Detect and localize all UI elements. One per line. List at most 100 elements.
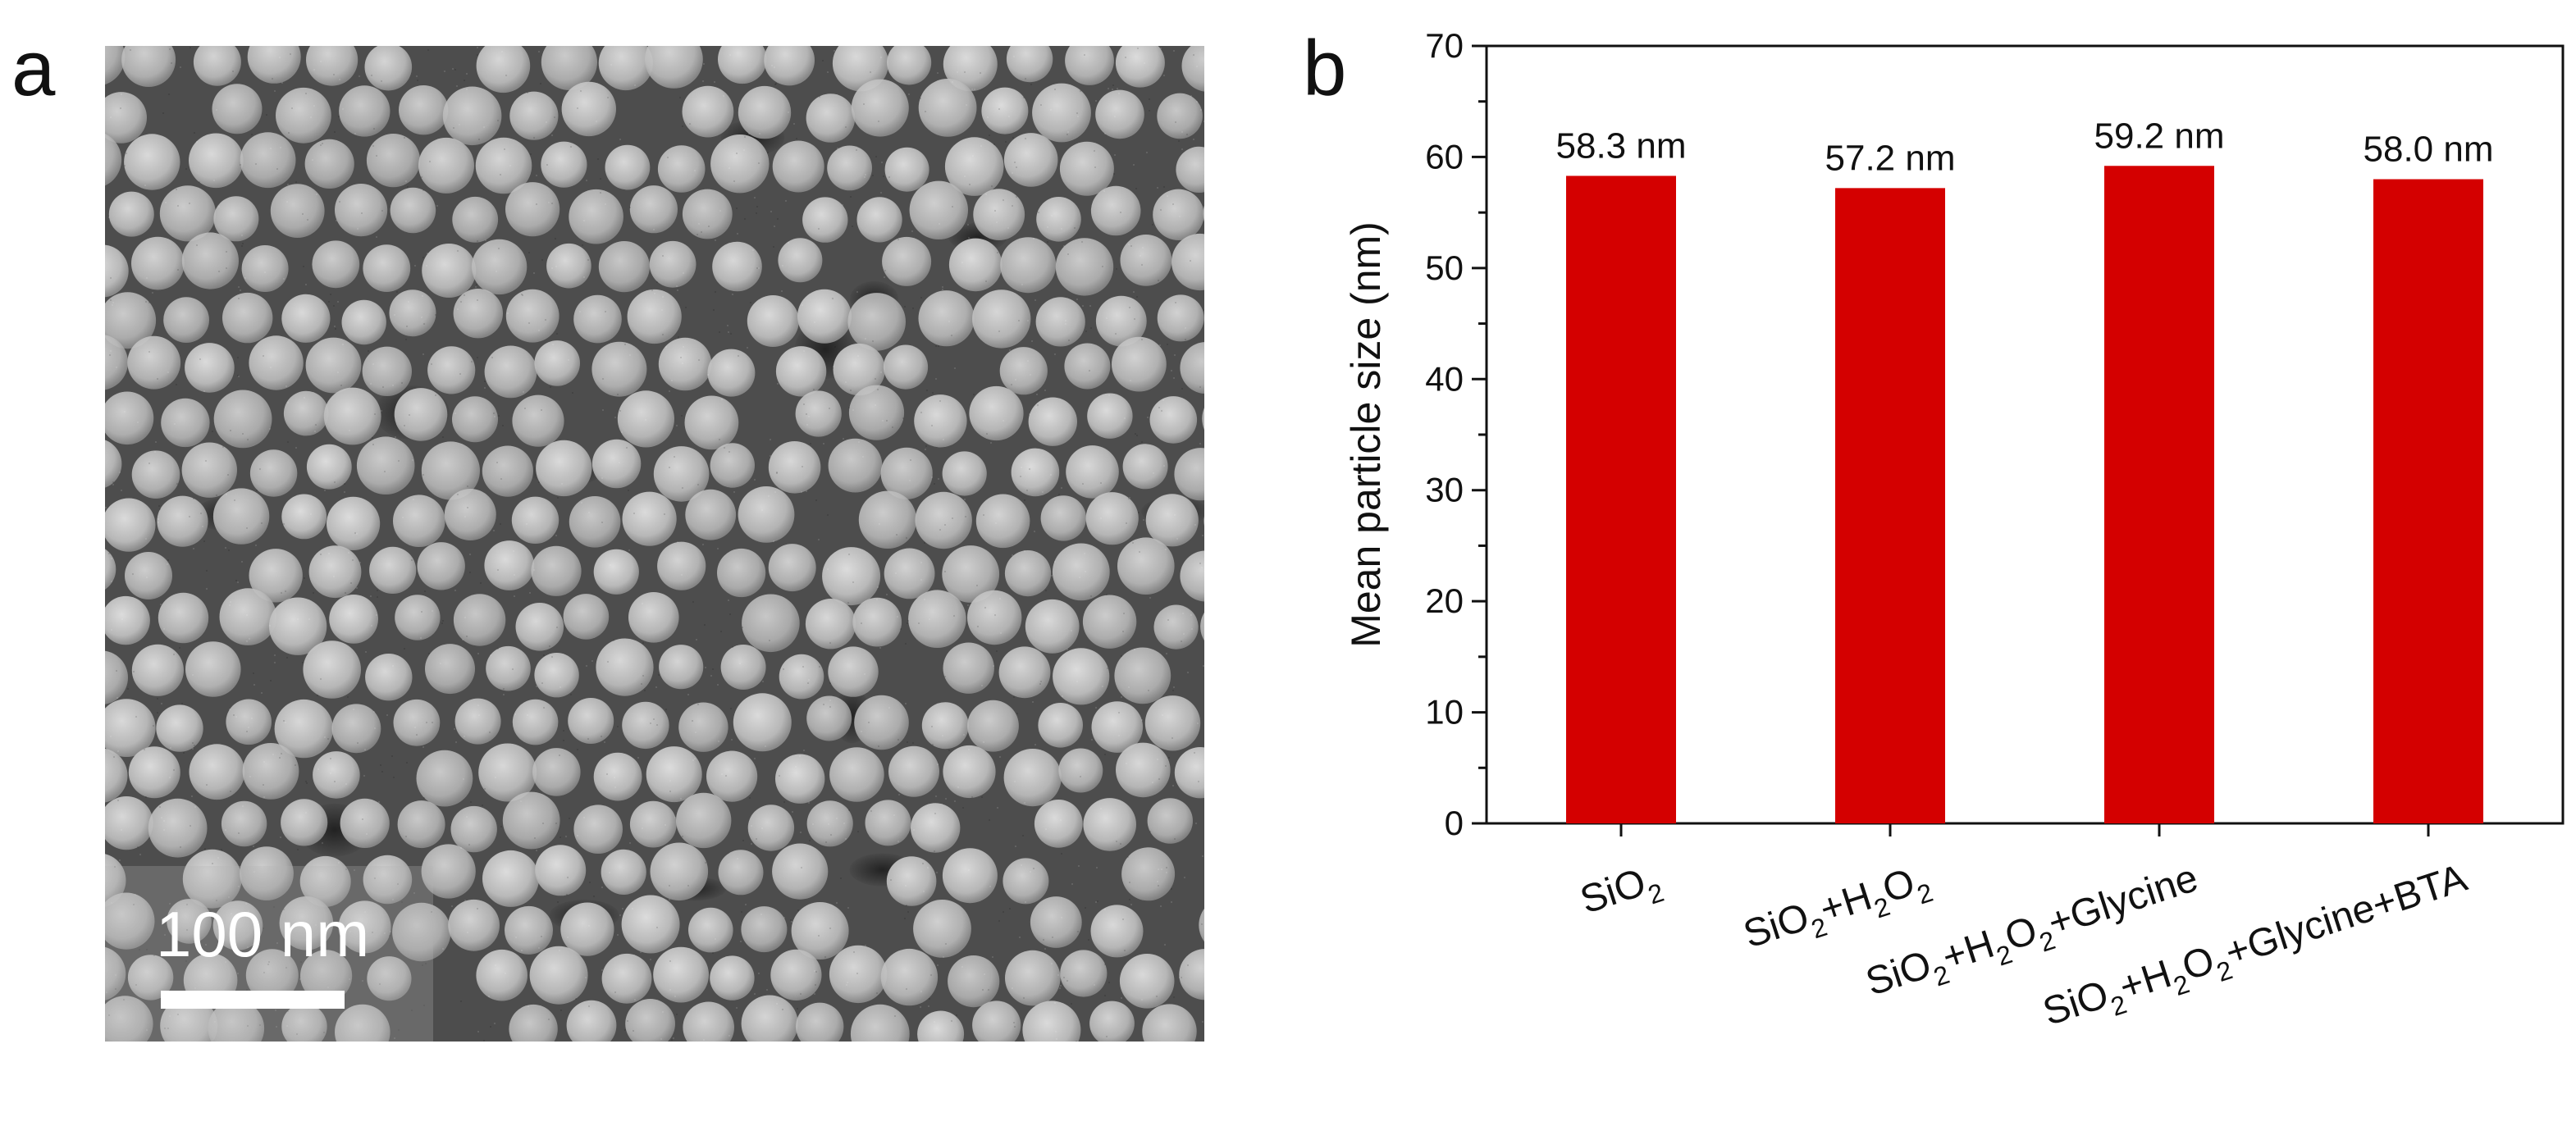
noise-speck (285, 722, 286, 723)
noise-speck (645, 419, 646, 421)
noise-speck (469, 554, 471, 555)
noise-speck (296, 1033, 298, 1035)
noise-speck (1012, 137, 1014, 139)
nanoparticle (1038, 703, 1083, 748)
nanoparticle (450, 805, 497, 853)
noise-speck (263, 796, 265, 798)
noise-speck (1201, 923, 1203, 925)
noise-speck (862, 456, 864, 458)
noise-speck (815, 499, 817, 501)
noise-speck (808, 679, 810, 681)
noise-speck (1158, 778, 1160, 780)
noise-speck (1095, 100, 1097, 102)
noise-speck (1058, 494, 1060, 495)
noise-speck (694, 170, 696, 171)
noise-speck (614, 786, 616, 788)
noise-speck (1166, 872, 1167, 873)
noise-speck (190, 825, 191, 827)
noise-speck (454, 413, 456, 414)
noise-speck (656, 927, 658, 928)
nanoparticle (281, 494, 327, 540)
nanoparticle (105, 498, 156, 552)
noise-speck (496, 271, 497, 272)
nanoparticle (362, 346, 412, 396)
noise-speck (353, 709, 354, 710)
noise-speck (806, 424, 808, 426)
nanoparticle (569, 496, 621, 548)
noise-speck (926, 390, 928, 391)
nanoparticle (240, 132, 296, 189)
bar-data-label: 58.3 nm (1556, 125, 1687, 166)
noise-speck (1144, 62, 1145, 64)
noise-speck (682, 362, 683, 364)
noise-speck (998, 920, 1000, 922)
noise-speck (467, 507, 468, 508)
noise-speck (843, 823, 845, 824)
noise-speck (349, 931, 351, 932)
nanoparticle (249, 335, 304, 390)
noise-speck (563, 740, 564, 741)
noise-speck (242, 805, 244, 807)
noise-speck (614, 777, 615, 778)
noise-speck (242, 243, 244, 244)
noise-speck (664, 513, 665, 515)
noise-speck (1089, 305, 1091, 307)
noise-speck (642, 642, 644, 644)
noise-speck (591, 660, 593, 662)
noise-speck (925, 445, 927, 447)
nanoparticle (1116, 742, 1171, 798)
noise-speck (961, 262, 963, 263)
noise-speck (423, 797, 425, 799)
noise-speck (1036, 394, 1038, 395)
noise-speck (624, 1029, 626, 1031)
noise-speck (1181, 388, 1183, 390)
noise-speck (1061, 228, 1062, 230)
noise-speck (567, 937, 569, 938)
nanoparticle (738, 85, 792, 139)
noise-speck (942, 735, 943, 736)
nanoparticle (601, 953, 652, 1004)
nanoparticle (482, 850, 539, 907)
noise-speck (132, 573, 134, 575)
noise-speck (281, 592, 282, 594)
nanoparticle (393, 699, 441, 746)
noise-speck (505, 75, 507, 76)
noise-speck (345, 783, 347, 785)
nanoparticle (707, 349, 756, 397)
noise-speck (116, 697, 118, 699)
noise-speck (830, 834, 832, 836)
noise-speck (881, 162, 883, 163)
noise-speck (411, 559, 413, 561)
noise-speck (320, 61, 322, 62)
noise-speck (493, 530, 495, 531)
noise-speck (1166, 653, 1167, 654)
noise-speck (1097, 900, 1098, 902)
noise-speck (852, 226, 853, 227)
noise-speck (249, 638, 250, 640)
noise-speck (1187, 672, 1189, 673)
noise-speck (440, 663, 441, 664)
nanoparticle (219, 588, 277, 645)
noise-speck (828, 823, 829, 825)
noise-speck (349, 978, 350, 980)
noise-speck (912, 742, 914, 744)
noise-speck (832, 298, 834, 299)
nanoparticle (127, 955, 174, 1001)
noise-speck (556, 627, 558, 628)
noise-speck (1074, 227, 1076, 229)
noise-speck (120, 107, 121, 109)
noise-speck (687, 885, 689, 887)
nanoparticle (621, 895, 680, 954)
noise-speck (276, 168, 278, 170)
nanoparticle (1025, 599, 1080, 654)
noise-speck (500, 478, 502, 480)
noise-speck (229, 709, 231, 710)
noise-speck (362, 818, 363, 820)
noise-speck (1112, 84, 1114, 86)
nanoparticle (453, 289, 503, 339)
nanoparticle (1122, 444, 1168, 490)
noise-speck (555, 823, 557, 824)
noise-speck (1040, 104, 1042, 106)
noise-speck (501, 51, 503, 52)
nanoparticle (1153, 604, 1199, 650)
